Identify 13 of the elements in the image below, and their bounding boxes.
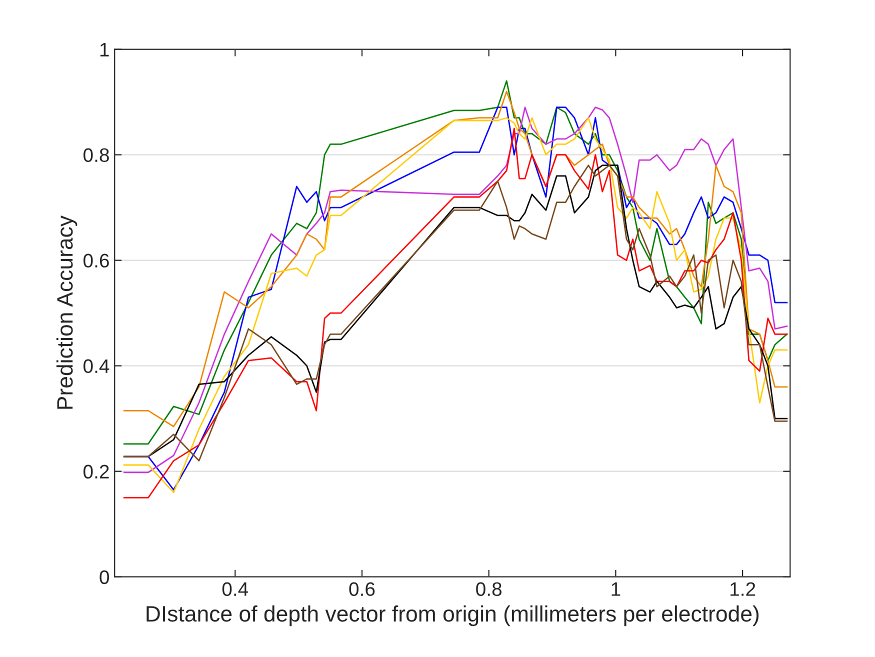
y-tick-label: 0.8 — [83, 148, 109, 162]
x-axis-title: DIstance of depth vector from origin (millimeters per electrode) — [146, 605, 759, 626]
y-tick-label: 1 — [100, 42, 109, 56]
x-tick-label: 1.2 — [730, 582, 756, 596]
y-tick-label: 0.2 — [83, 464, 109, 479]
x-tick-label: 0.4 — [222, 582, 248, 596]
x-tick-label: 0.6 — [349, 582, 375, 596]
x-tick-label: 1 — [612, 582, 620, 596]
y-tick-label: 0.4 — [83, 359, 110, 374]
x-tick-label: 0.8 — [476, 582, 502, 596]
y-tick-label: 0 — [100, 570, 110, 584]
y-axis-title: Prediction Accuracy — [56, 216, 78, 409]
y-tick-label: 0.6 — [83, 254, 109, 268]
